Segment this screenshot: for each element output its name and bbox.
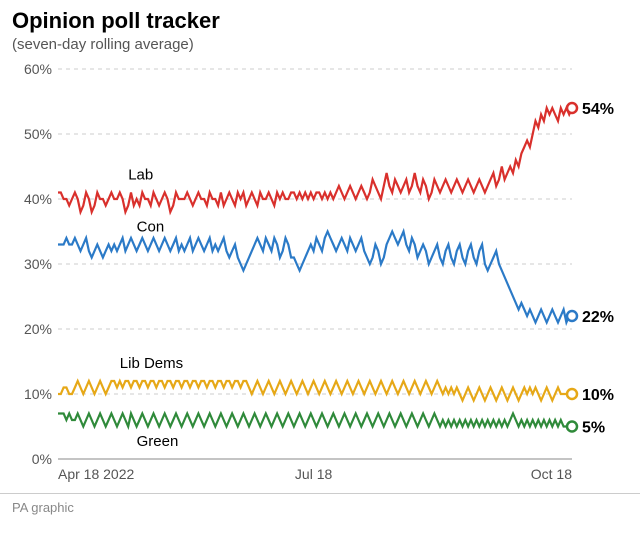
svg-text:0%: 0% xyxy=(32,451,52,467)
chart-footer: PA graphic xyxy=(0,493,640,521)
end-marker-lab xyxy=(567,103,577,113)
series-label-green: Green xyxy=(137,433,179,450)
end-value-con: 22% xyxy=(582,309,614,326)
series-label-con: Con xyxy=(137,219,165,236)
chart-title: Opinion poll tracker xyxy=(0,0,640,36)
svg-text:60%: 60% xyxy=(24,61,52,77)
end-marker-green xyxy=(567,422,577,432)
end-value-lab: 54% xyxy=(582,101,614,118)
series-line-con xyxy=(58,232,572,323)
svg-text:Apr 18 2022: Apr 18 2022 xyxy=(58,466,134,482)
chart-subtitle: (seven-day rolling average) xyxy=(0,36,640,59)
series-line-green xyxy=(58,414,572,427)
chart-container: { "title": "Opinion poll tracker", "subt… xyxy=(0,0,640,540)
svg-text:30%: 30% xyxy=(24,256,52,272)
series-line-lab xyxy=(58,108,572,212)
series-label-lab: Lab xyxy=(128,167,153,184)
end-value-lib-dems: 10% xyxy=(582,387,614,404)
svg-text:10%: 10% xyxy=(24,386,52,402)
svg-text:Jul 18: Jul 18 xyxy=(295,466,333,482)
chart-plot-area: 0% 10% 20% 30% 40% 50% 60% Apr 18 2022 Jul 18 Oct… xyxy=(12,59,628,489)
line-chart-svg: 0% 10% 20% 30% 40% 50% 60% Apr 18 2022 Jul 18 Oct… xyxy=(12,59,628,489)
series-line-lib-dems xyxy=(58,381,572,401)
end-marker-con xyxy=(567,311,577,321)
svg-text:50%: 50% xyxy=(24,126,52,142)
end-value-green: 5% xyxy=(582,420,605,437)
end-marker-lib-dems xyxy=(567,389,577,399)
series-label-lib-dems: Lib Dems xyxy=(120,355,183,372)
svg-text:Oct 18: Oct 18 xyxy=(531,466,572,482)
svg-text:20%: 20% xyxy=(24,321,52,337)
svg-text:40%: 40% xyxy=(24,191,52,207)
